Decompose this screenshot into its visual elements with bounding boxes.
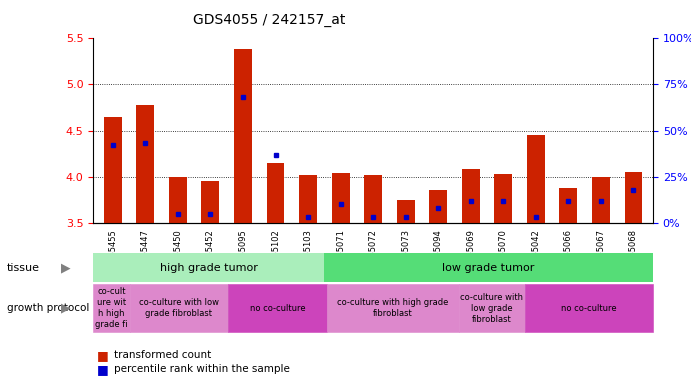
Bar [560,188,578,223]
Text: co-culture with
low grade
fibroblast: co-culture with low grade fibroblast [460,293,523,324]
Bar [397,200,415,223]
Bar [429,190,447,223]
Text: growth protocol: growth protocol [7,303,89,313]
Text: ▶: ▶ [61,262,70,274]
Bar [267,163,285,223]
Text: low grade tumor: low grade tumor [442,263,535,273]
Text: GDS4055 / 242157_at: GDS4055 / 242157_at [193,13,346,27]
Text: transformed count: transformed count [114,350,211,360]
Text: no co-culture: no co-culture [250,304,305,313]
Text: high grade tumor: high grade tumor [160,263,258,273]
Text: ■: ■ [97,349,108,362]
Bar [527,135,545,223]
Bar [234,50,252,223]
Bar [332,173,350,223]
Bar [625,172,643,223]
Text: ▶: ▶ [61,302,70,314]
Bar [136,105,154,223]
Text: co-cult
ure wit
h high
grade fi: co-cult ure wit h high grade fi [95,287,128,329]
Bar [104,117,122,223]
Bar [462,169,480,223]
Bar [299,175,317,223]
Text: ■: ■ [97,363,108,376]
Bar [494,174,512,223]
Text: no co-culture: no co-culture [561,304,616,313]
Text: percentile rank within the sample: percentile rank within the sample [114,364,290,374]
Bar [169,177,187,223]
Text: co-culture with low
grade fibroblast: co-culture with low grade fibroblast [139,298,219,318]
Bar [202,181,219,223]
Bar [592,177,610,223]
Bar [364,175,382,223]
Text: co-culture with high grade
fibroblast: co-culture with high grade fibroblast [337,298,448,318]
Text: tissue: tissue [7,263,40,273]
